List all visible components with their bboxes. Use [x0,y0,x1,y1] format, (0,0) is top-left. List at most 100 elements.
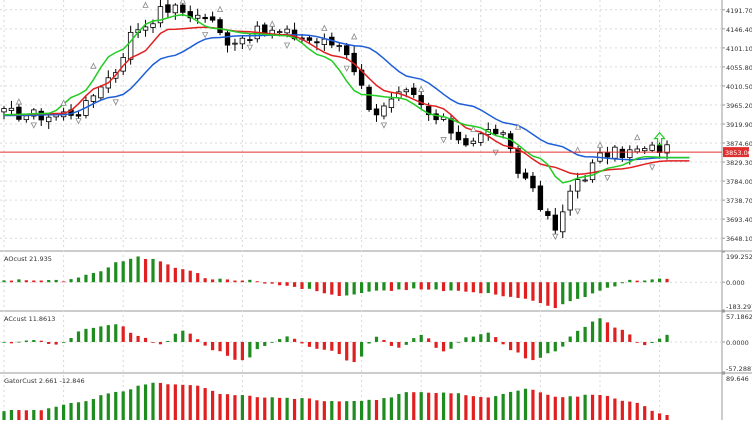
aocust-histogram-bar [345,282,349,296]
gatorcust-histogram-bar [292,398,297,420]
accust-histogram-bar [427,338,431,342]
gatorcust-histogram-bar [613,398,617,420]
y-tick-label: 3693.40 [726,216,752,224]
candle-body [552,214,558,231]
candle-body [165,4,171,13]
aocust-histogram-bar [404,282,408,291]
y-tick-label: 4191.70 [726,7,752,15]
gatorcust-histogram-bar [136,385,140,420]
gatorcust-histogram-bar [263,397,267,420]
aocust-histogram-bar [479,282,483,294]
gatorcust-histogram-bar [188,385,192,420]
aocust-histogram-bar [434,282,438,290]
aocust-histogram-bar [158,261,163,283]
y-tick-label: 4055.80 [726,64,752,72]
candle-body [537,185,544,210]
gatorcust-histogram-bar [99,395,103,420]
fractal-up-marker [514,123,522,130]
accust-histogram-bar [345,341,349,361]
gatorcust-histogram-bar [516,390,520,420]
fractal-down-marker [343,65,350,73]
y-tick-label: 199.252 [726,253,752,261]
gatorcust-histogram-bar [54,406,58,420]
accust-histogram-bar [628,334,632,342]
candle-body [642,148,648,152]
aocust-histogram-bar [136,256,140,283]
gatorcust-histogram-bar [196,385,200,420]
accust-histogram-bar [39,340,43,342]
gatorcust-histogram-bar [397,393,401,420]
accust-histogram-bar [315,341,319,349]
gatorcust-histogram-bar [129,389,133,420]
gatorcust-histogram-bar [143,384,148,420]
gatorcust-title: GatorCust 2.661 -12.846 [4,377,85,385]
accust-histogram-bar [69,338,73,342]
gatorcust-histogram-bar [628,401,632,420]
aocust-histogram-bar [17,279,21,283]
fractal-up-marker [596,141,604,148]
y-tick-label: 0.0000 [726,339,749,347]
gatorcust-histogram-bar [434,393,438,420]
gatorcust-histogram-bar [307,398,312,420]
candle-body [500,132,506,135]
aocust-histogram-bar [292,282,297,287]
candle-body [321,38,328,45]
aocust-histogram-bar [471,282,475,293]
candle-body [343,45,350,56]
gatorcust-histogram-bar [76,402,81,420]
accust-histogram-bar [658,338,662,342]
fractal-up-marker [470,125,477,132]
accust-title: ACcust 11.8613 [4,315,55,323]
accust-histogram-bar [17,341,21,343]
aocust-histogram-bar [456,282,461,291]
candle-body [224,32,231,46]
aocust-histogram-bar [330,282,334,295]
accust-histogram-bar [285,336,289,342]
gatorcust-histogram-bar [620,400,624,420]
accust-histogram-bar [32,340,36,342]
aocust-histogram-bar [121,261,125,283]
candle-body [98,86,104,99]
candle-body [411,87,417,95]
aocust-histogram-bar [546,282,550,306]
accust-histogram-bar [568,336,572,342]
aocust-histogram-bar [509,282,513,297]
gatorcust-histogram-bar [278,397,282,420]
candle-body [649,144,655,151]
accust-histogram-bar [211,341,215,351]
candle-body [262,24,268,34]
candle-body [232,42,238,45]
gatorcust-histogram-bar [531,389,535,420]
candle-body [194,14,201,19]
candle-body [634,148,640,153]
y-tick-label: 3919.90 [726,121,752,129]
gatorcust-histogram-bar [538,392,542,420]
gatorcust-histogram-bar [47,408,51,420]
accust-histogram-bar [650,341,654,344]
aocust-histogram-bar [337,282,341,296]
candle-body [239,37,246,45]
aocust-histogram-bar [278,282,282,286]
gatorcust-histogram-bar [158,382,163,420]
candle-body [522,172,529,179]
candle-body [656,145,663,153]
gatorcust-histogram-bar [650,410,654,420]
gatorcust-histogram-bar [2,411,6,420]
accust-histogram-bar [91,327,95,342]
gatorcust-histogram-bar [225,394,230,420]
gatorcust-histogram-bar [464,395,468,420]
current-price-label: 3853.00 [725,149,752,157]
candle-body [612,146,618,159]
alligator-jaw-line [4,34,690,161]
aocust-histogram-bar [501,282,505,297]
fractal-up-marker [418,85,425,92]
accust-histogram-bar [248,341,252,358]
fractal-up-marker [269,20,276,27]
gatorcust-histogram-bar [441,392,446,420]
accust-histogram-bar [620,329,624,342]
y-tick-label: -183.297 [726,303,752,311]
accust-histogram-bar [166,340,170,342]
gatorcust-histogram-bar [553,396,557,420]
accust-histogram-bar [360,341,364,357]
accust-histogram-bar [516,341,520,353]
